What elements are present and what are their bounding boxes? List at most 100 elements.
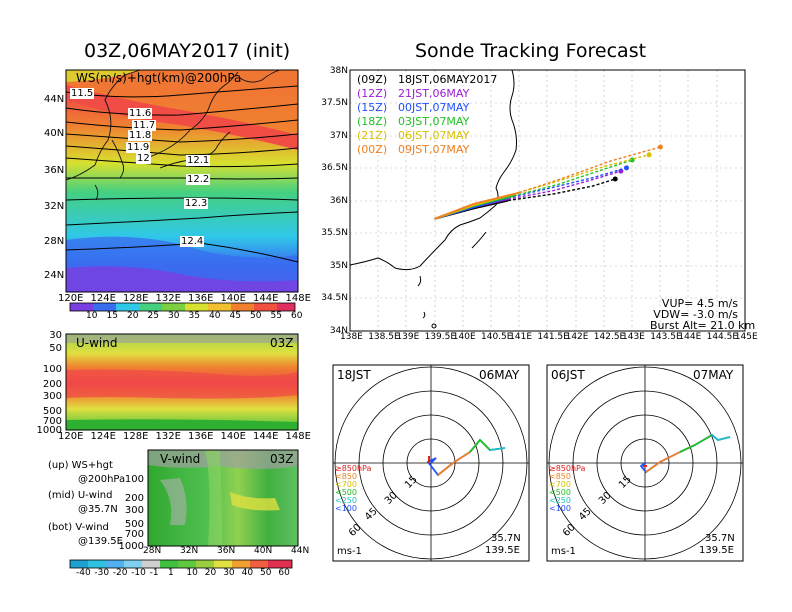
track-y-tick: 35.5N [321,228,348,238]
hodo-level: <100 [335,504,357,513]
uv-colorbar-label: -1 [149,568,159,578]
note-line: (up) WS+hgt [48,460,113,471]
legend-time: 06JST,07MAY [398,129,470,142]
uv-colorbar-label: -20 [112,568,128,578]
v-x-tick: 36N [217,546,236,556]
u-y-tick: 200 [42,379,62,390]
u-wind-panel [65,333,299,431]
hodo-lon: 139.5E [699,545,734,556]
u-y-tick: 700 [42,416,62,427]
ws-colorbar-label: 45 [229,311,241,321]
hodo-level: <850 [335,472,357,481]
hodo-lon: 139.5E [485,545,520,556]
contour-label: 12.3 [184,198,209,209]
track-y-tick: 38N [329,66,348,76]
contour-label: 11.6 [128,108,153,119]
uv-colorbar-label: 1 [168,568,174,578]
map-x-tick: 128E [123,293,149,304]
track-line-solid [434,191,520,220]
track-x-tick: 145E [734,332,758,342]
v-y-tick: 100 [124,474,144,485]
u-x-tick: 136E [188,431,214,442]
uv-colorbar-label: 60 [278,568,290,578]
map-y-tick: 40N [44,128,65,139]
track-line-dashed [513,159,633,197]
u-y-tick: 1000 [36,425,62,436]
contour-label: 11.9 [126,142,151,153]
uv-colorbar-label: -10 [131,568,146,578]
hodograph-1 [332,364,530,562]
legend-time: 09JST,07MAY [398,143,470,156]
track-map [349,69,746,332]
v-x-tick: 44N [291,546,310,556]
legend-time: 00JST,07MAY [398,101,470,114]
uv-colorbar-label: 50 [260,568,272,578]
hodo-level: <250 [335,496,357,505]
v-y-tick: 700 [124,529,144,540]
v-y-tick: 500 [124,519,144,530]
map-x-tick: 136E [188,293,214,304]
track-x-tick: 140E [452,332,476,342]
v-panel-time: 03Z [270,452,294,466]
track-y-tick: 36N [329,196,348,206]
track-line-dashed [507,170,622,200]
map-y-tick: 36N [44,165,65,176]
hodo-level: ≥850hPa [335,464,372,473]
track-x-tick: 138.5E [368,332,400,342]
map-y-tick: 44N [44,94,65,105]
u-y-tick: 300 [42,391,62,402]
map-x-tick: 148E [285,293,311,304]
note-line: (bot) V-wind [48,522,109,533]
track-x-tick: 143E [622,332,645,342]
track-y-tick: 35N [329,261,348,271]
track-x-tick: 140.5E [481,332,513,342]
u-panel-time: 03Z [270,336,294,350]
uv-colorbar-label: -30 [94,568,110,578]
v-panel-label: V-wind [160,452,201,466]
legend-run: (15Z) [357,101,388,114]
wind-speed-map [65,69,299,293]
v-x-tick: 32N [180,546,199,556]
track-endpoint [612,176,618,182]
u-x-tick: 128E [123,431,149,442]
uv-colorbar-label: 20 [204,568,217,578]
hodo-level: <100 [549,504,571,513]
legend-run: (00Z) [357,143,388,156]
track-line-dashed [513,154,650,195]
u-x-tick: 132E [155,431,181,442]
track-x-tick: 142E [565,332,589,342]
track-x-tick: 142.5E [593,332,626,342]
contour-label: 11.5 [70,88,95,99]
legend-run: (21Z) [357,129,388,142]
track-endpoint [624,165,629,171]
legend-time: 21JST,06MAY [398,87,470,100]
map-x-tick: 124E [90,293,116,304]
u-x-tick: 148E [285,431,311,442]
hodo-right-label: 07MAY [693,368,734,382]
track-y-tick: 37.5N [321,98,348,108]
track-line-dashed [519,146,661,194]
contour-label: 11.7 [132,120,157,131]
uv-colorbar-label: 10 [186,568,198,578]
map-x-tick: 144E [253,293,279,304]
track-y-tick: 34.5N [321,293,348,303]
map-y-tick: 28N [44,236,65,247]
track-line-dashed [507,178,616,202]
legend-time: 18JST,06MAY2017 [398,73,498,86]
track-endpoint [657,144,663,150]
v-x-tick: 28N [143,546,162,556]
hodo-level: <850 [549,472,571,481]
track-param: VDW= -3.0 m/s [653,308,738,321]
u-x-tick: 144E [253,431,279,442]
track-endpoint [646,152,652,158]
ws-colorbar [69,302,296,312]
track-x-tick: 141E [509,332,533,342]
track-y-tick: 37N [329,131,348,141]
track-y-tick: 34N [329,326,348,336]
v-y-tick: 1000 [118,541,144,552]
ws-colorbar-label: 40 [209,311,221,321]
hodo-lat: 35.7N [491,533,521,544]
note-line: (mid) U-wind [48,490,113,501]
u-y-tick: 30 [49,330,62,341]
ws-colorbar-label: 35 [188,311,200,321]
